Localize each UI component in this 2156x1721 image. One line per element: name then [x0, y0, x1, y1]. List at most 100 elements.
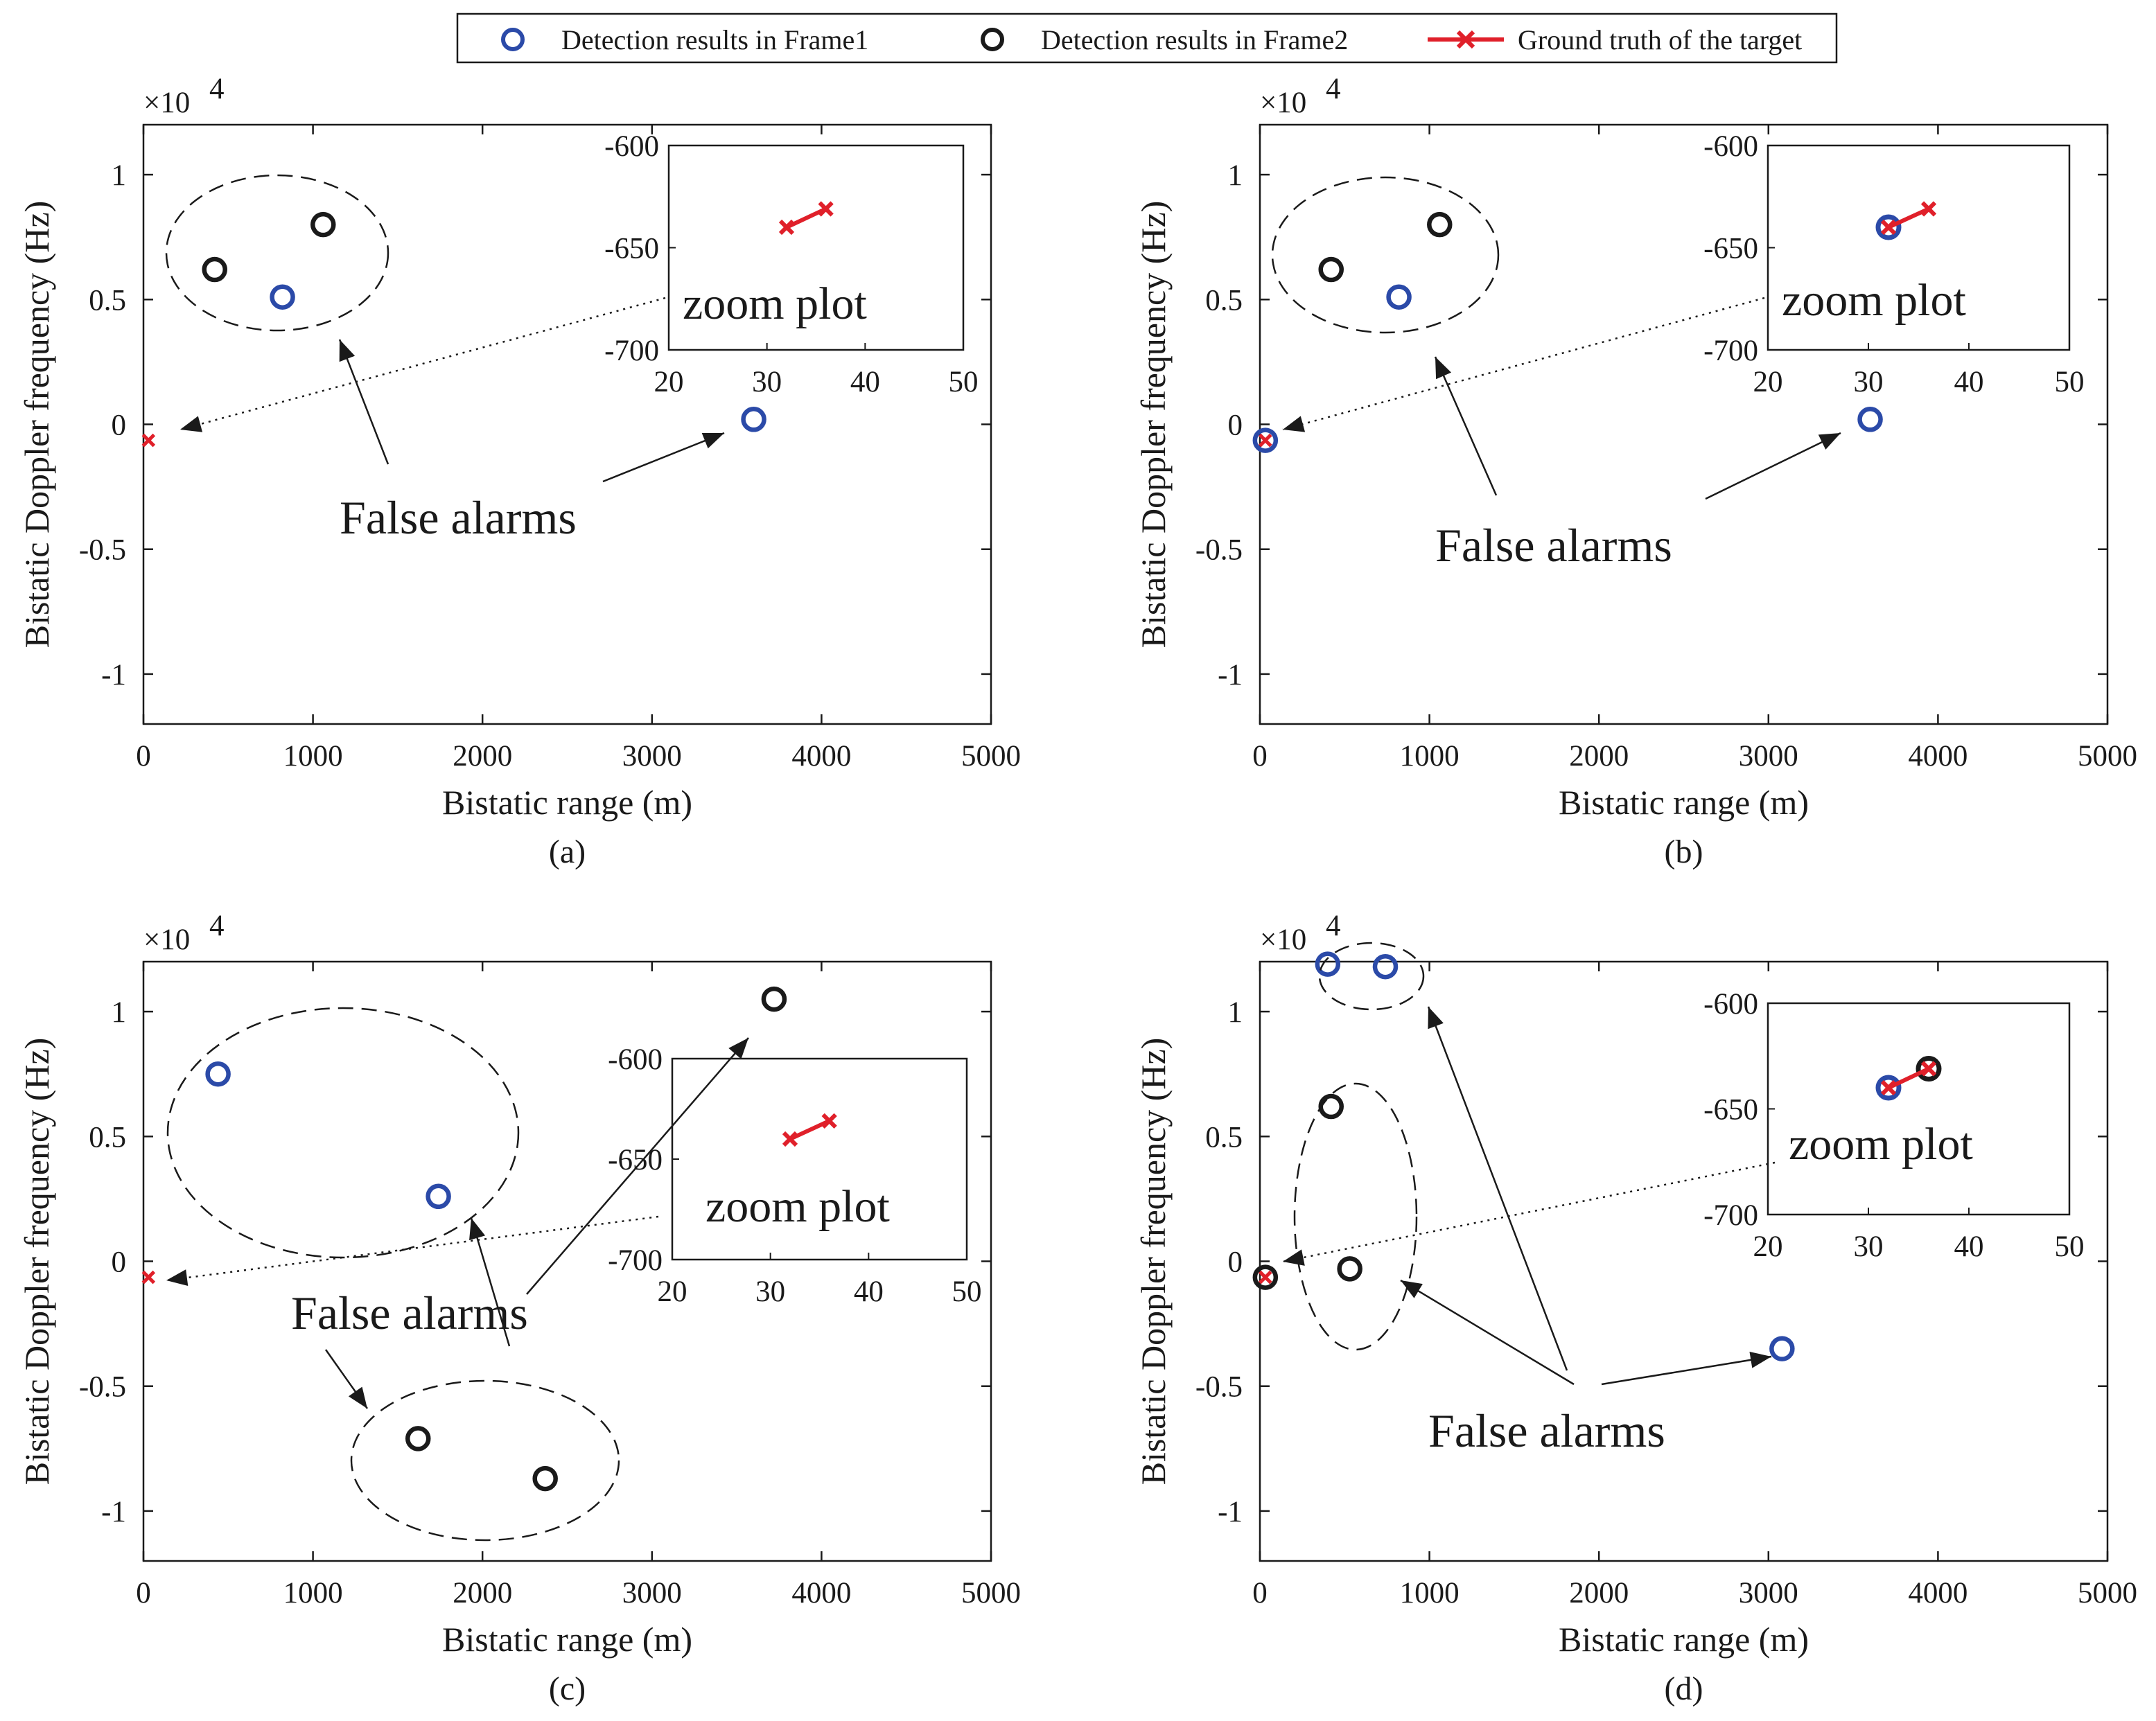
zoom-pointer-arrow [1282, 297, 1765, 432]
frame2-point [202, 256, 227, 283]
frame1-point [741, 407, 766, 432]
y-multiplier-exponent: 4 [1326, 910, 1341, 942]
inset-box [1767, 144, 2071, 351]
legend: Detection results in Frame1 Detection re… [456, 12, 1838, 64]
frame2-point [1318, 256, 1344, 283]
inset-truth-marker [821, 1113, 837, 1129]
x-tick-label: 3000 [622, 1577, 682, 1609]
y-multiplier: ×10 [143, 924, 190, 956]
frame2-point [1252, 1264, 1279, 1290]
x-tick-label: 5000 [961, 1577, 1021, 1609]
y-multiplier-exponent: 4 [1326, 73, 1341, 105]
inset-y-tick-label: -700 [1703, 335, 1758, 367]
y-tick-label: 0 [1228, 409, 1243, 442]
inset-x-tick-label: 50 [949, 366, 979, 398]
annotation-arrow [1400, 1279, 1575, 1386]
y-tick-label: 0.5 [1205, 1121, 1243, 1154]
y-tick-label: 0 [112, 1246, 127, 1279]
inset-x-tick-label: 40 [1954, 1230, 1984, 1263]
inset-y-tick-label: -700 [604, 335, 659, 367]
inset-y-tick-label: -600 [604, 130, 659, 163]
y-tick-label: -1 [1218, 1496, 1243, 1528]
inset-x-tick-label: 50 [2055, 1230, 2085, 1263]
legend-x-marker-truth [1456, 30, 1475, 49]
y-multiplier: ×10 [143, 87, 190, 119]
x-axis-label: Bistatic range (m) [1559, 1620, 1809, 1659]
inset-x-tick-label: 20 [1753, 366, 1783, 398]
inset-box [1767, 1002, 2071, 1216]
panel-d: 0 1000 2000 3000 4000 5000 1 0.5 0 -0.5 -1 ×10 4 Bist… [1134, 910, 2137, 1707]
x-tick-label: 1000 [1400, 740, 1460, 773]
y-tick-label: 0.5 [89, 1121, 126, 1154]
panel-c: 0 1000 2000 3000 4000 5000 1 0.5 0 -0.5 -1 ×10 4 Bist… [17, 910, 1021, 1707]
inset-x-tick-label: 30 [1854, 1230, 1884, 1263]
inset-truth-line [1887, 1066, 1930, 1090]
inset-x-tick-label: 30 [755, 1276, 785, 1308]
inset-x-tick-label: 50 [952, 1276, 982, 1308]
inset-y-tick-label: -700 [1703, 1199, 1758, 1232]
zoom-plot-label: zoom plot [1789, 1119, 1973, 1170]
annotation-arrow [1427, 1006, 1568, 1371]
inset-truth-marker [1880, 219, 1897, 236]
axes-box [142, 960, 992, 1562]
y-tick-label: 1 [1228, 996, 1243, 1029]
frame1-point [1372, 953, 1399, 980]
inset-y-tick-label: -650 [1703, 1094, 1758, 1127]
x-tick-label: 5000 [2078, 740, 2137, 773]
legend-box [456, 12, 1838, 64]
inset-x-tick-label: 40 [854, 1276, 884, 1308]
legend-label-truth: Ground truth of the target [1518, 24, 1802, 55]
panel-caption: (d) [1665, 1670, 1703, 1707]
panel-caption: (a) [549, 833, 586, 870]
inset-y-tick-label: -650 [608, 1144, 663, 1176]
false-alarm-region [1318, 942, 1425, 1011]
y-tick-label: 0 [1228, 1246, 1243, 1279]
x-tick-label: 0 [1252, 1577, 1268, 1609]
inset-truth-line [789, 1119, 830, 1141]
frame1-point [1857, 407, 1883, 432]
y-tick-label: -1 [1218, 659, 1243, 691]
y-tick-label: 1 [1228, 159, 1243, 192]
x-tick-label: 4000 [1908, 1577, 1967, 1609]
annotation-arrow [1434, 356, 1498, 496]
inset-x-tick-label: 50 [2055, 366, 2085, 398]
x-tick-label: 2000 [453, 740, 512, 773]
false-alarm-region [1271, 176, 1500, 334]
panel-caption: (b) [1665, 833, 1703, 870]
y-tick-label: 0.5 [1205, 284, 1243, 317]
annotation-arrow [324, 1349, 369, 1409]
inset-y-tick-label: -650 [1703, 233, 1758, 265]
false-alarm-region [166, 1007, 520, 1259]
y-multiplier-exponent: 4 [209, 73, 225, 105]
inset-y-tick-label: -600 [608, 1043, 663, 1076]
frame2-point [1427, 211, 1453, 238]
inset-y-tick-label: -600 [1703, 988, 1758, 1021]
inset-x-tick-label: 20 [1753, 1230, 1783, 1263]
inset-box [667, 144, 965, 351]
legend-marker-frame1 [501, 28, 525, 51]
inset-truth-marker [1880, 1079, 1897, 1096]
zoom-inset: 20 30 40 50 -600 -650 -700 zoom plot [1703, 988, 2084, 1263]
frame1-point [1252, 427, 1279, 453]
y-tick-label: -0.5 [79, 1371, 126, 1404]
y-axis-label: Bistatic Doppler frequency (Hz) [17, 201, 56, 648]
frame2-point [761, 986, 787, 1012]
false-alarm-region [350, 1379, 620, 1542]
panel-a: 0 1000 2000 3000 4000 5000 1 0.5 0 -0.5 -1 ×10 4 Bist… [17, 73, 1021, 870]
false-alarms-label: False alarms [291, 1287, 528, 1339]
frame2-point [1318, 1093, 1344, 1120]
x-tick-label: 5000 [2078, 1577, 2137, 1609]
x-tick-label: 2000 [453, 1577, 512, 1609]
truth-marker [141, 433, 156, 448]
false-alarm-region [165, 174, 389, 332]
annotation-arrow [1601, 1351, 1772, 1386]
x-tick-label: 0 [136, 740, 151, 773]
frame1-point [1386, 284, 1412, 310]
x-tick-label: 0 [1252, 740, 1268, 773]
false-alarm-region [1293, 1082, 1418, 1351]
x-tick-label: 1000 [283, 1577, 343, 1609]
inset-truth-marker [778, 219, 795, 236]
inset-box [671, 1057, 968, 1261]
y-tick-label: -1 [101, 659, 126, 691]
